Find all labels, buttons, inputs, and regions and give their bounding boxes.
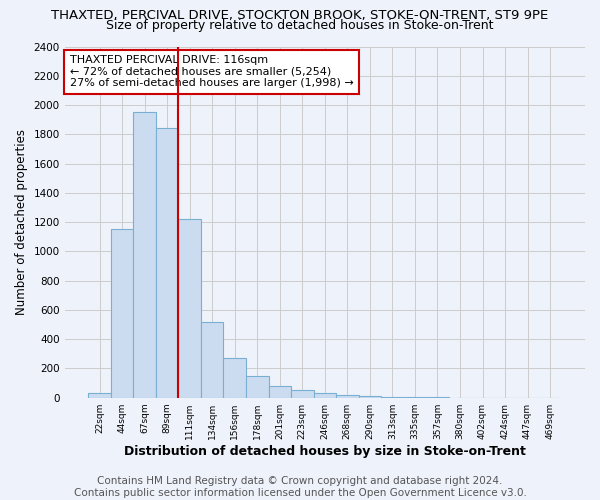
Bar <box>269 386 291 398</box>
Text: THAXTED, PERCIVAL DRIVE, STOCKTON BROOK, STOKE-ON-TRENT, ST9 9PE: THAXTED, PERCIVAL DRIVE, STOCKTON BROOK,… <box>52 9 548 22</box>
Bar <box>133 112 156 398</box>
Bar <box>223 358 246 398</box>
X-axis label: Distribution of detached houses by size in Stoke-on-Trent: Distribution of detached houses by size … <box>124 444 526 458</box>
Y-axis label: Number of detached properties: Number of detached properties <box>15 129 28 315</box>
Text: Size of property relative to detached houses in Stoke-on-Trent: Size of property relative to detached ho… <box>106 19 494 32</box>
Text: Contains HM Land Registry data © Crown copyright and database right 2024.
Contai: Contains HM Land Registry data © Crown c… <box>74 476 526 498</box>
Bar <box>201 322 223 398</box>
Text: THAXTED PERCIVAL DRIVE: 116sqm
← 72% of detached houses are smaller (5,254)
27% : THAXTED PERCIVAL DRIVE: 116sqm ← 72% of … <box>70 56 353 88</box>
Bar <box>178 219 201 398</box>
Bar <box>156 128 178 398</box>
Bar <box>336 395 359 398</box>
Bar <box>88 394 111 398</box>
Bar <box>246 376 269 398</box>
Bar <box>314 392 336 398</box>
Bar <box>291 390 314 398</box>
Bar <box>381 397 404 398</box>
Bar <box>359 396 381 398</box>
Bar <box>111 230 133 398</box>
